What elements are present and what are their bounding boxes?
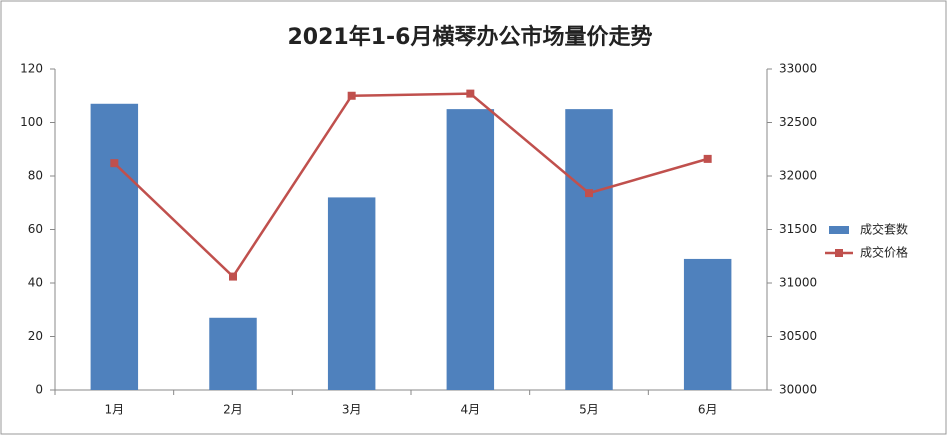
y-tick-label: 20 <box>28 329 43 343</box>
y-tick-label: 100 <box>20 115 43 129</box>
bar <box>446 109 495 390</box>
x-tick-label: 1月 <box>105 403 125 417</box>
y-tick-label: 0 <box>35 383 43 397</box>
line-marker <box>466 89 475 98</box>
line-marker <box>347 91 356 100</box>
bar <box>209 317 257 390</box>
y-tick-label: 80 <box>28 169 43 183</box>
y2-tick-label: 30000 <box>779 383 817 397</box>
x-tick-label: 2月 <box>223 403 243 417</box>
legend-label: 成交价格 <box>860 245 908 260</box>
x-tick-label: 6月 <box>698 403 718 417</box>
x-tick-label: 3月 <box>342 403 362 417</box>
y2-tick-label: 32000 <box>779 169 817 183</box>
bar <box>683 258 732 390</box>
line-marker <box>110 159 119 168</box>
chart-title: 2021年1-6月横琴办公市场量价走势 <box>288 24 653 50</box>
line <box>113 92 709 279</box>
y-tick-label: 40 <box>28 276 43 290</box>
y-tick-label: 60 <box>28 222 43 236</box>
y2-tick-label: 31500 <box>779 222 817 236</box>
line-marker <box>703 154 712 163</box>
bar <box>327 197 376 390</box>
bar <box>565 109 613 390</box>
y2-tick-label: 33000 <box>779 62 817 76</box>
x-tick-label: 4月 <box>461 403 481 417</box>
x-tick-label: 5月 <box>579 403 599 417</box>
legend-swatch <box>835 249 843 257</box>
line-marker <box>585 189 593 198</box>
bar <box>90 103 139 391</box>
legend-label: 成交套数 <box>860 222 908 237</box>
y-tick-label: 120 <box>20 62 43 76</box>
y2-tick-label: 31000 <box>779 276 817 290</box>
y2-tick-label: 30500 <box>779 329 817 343</box>
y2-tick-label: 32500 <box>779 115 817 129</box>
line-marker <box>229 272 237 281</box>
legend-swatch <box>829 226 849 234</box>
